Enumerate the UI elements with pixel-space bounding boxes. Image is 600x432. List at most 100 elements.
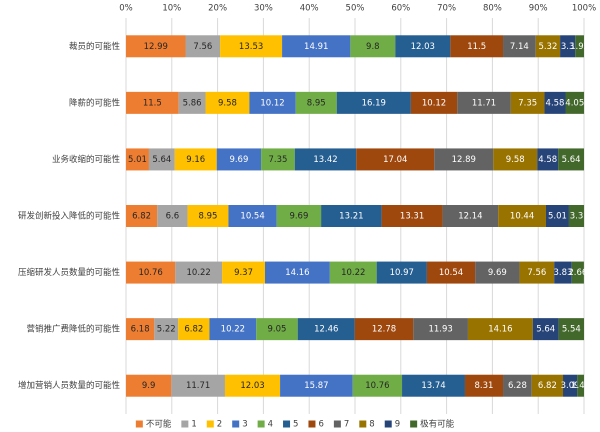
bar-segment	[503, 374, 532, 397]
legend-swatch	[283, 420, 291, 428]
data-label: 12.14	[458, 212, 482, 222]
bar-segment	[154, 318, 179, 341]
data-label: 10.54	[439, 268, 463, 278]
bar-segment	[265, 261, 330, 284]
data-label: 10.22	[187, 268, 211, 278]
data-label: 9.16	[186, 155, 205, 165]
data-label: 9.69	[289, 212, 308, 222]
bar-segment	[565, 91, 585, 114]
bar-segment	[256, 318, 298, 341]
data-label: 4.58	[538, 155, 557, 165]
bar-segment	[171, 374, 225, 397]
bar-segment	[216, 148, 262, 171]
bar-segment	[126, 318, 155, 341]
data-label: 14.91	[304, 42, 328, 52]
data-label: 7.56	[193, 42, 212, 52]
data-label: 11.71	[472, 98, 496, 108]
data-label: 1.49	[571, 381, 590, 391]
legend-label: 4	[268, 420, 273, 430]
y-tick-label: 增加营销人员数量的可能性	[18, 380, 121, 391]
legend-swatch	[206, 420, 214, 428]
legend-label: 9	[395, 420, 400, 430]
legend-swatch	[257, 420, 265, 428]
bar-segment	[282, 35, 351, 58]
data-label: 9.8	[366, 42, 380, 52]
data-label: 10.97	[390, 268, 414, 278]
x-tick-label: 100%	[572, 4, 596, 14]
data-label: 3.09	[561, 381, 580, 391]
data-label: 10.22	[221, 325, 245, 335]
data-label: 6.82	[132, 212, 151, 222]
legend-label: 6	[318, 420, 323, 430]
legend-label: 5	[293, 420, 298, 430]
bar-segment	[413, 318, 468, 341]
bar-segment	[126, 374, 172, 397]
bar-segment	[537, 148, 559, 171]
data-label: 10.76	[365, 381, 389, 391]
data-label: 7.56	[527, 268, 546, 278]
bar-segment	[535, 35, 561, 58]
data-label: 1.92	[570, 42, 589, 52]
x-tick-label: 80%	[483, 4, 502, 14]
data-label: 4.58	[546, 98, 565, 108]
bar-segment	[568, 205, 585, 227]
data-label: 13.31	[400, 212, 424, 222]
data-label: 3.3	[561, 42, 575, 52]
y-tick-label: 裁员的可能性	[69, 41, 121, 52]
data-label: 2.66	[568, 268, 587, 278]
bar-segment	[220, 35, 283, 58]
bar-segment	[442, 205, 499, 227]
data-label: 9.05	[268, 325, 287, 335]
data-label: 9.58	[218, 98, 237, 108]
bar-segment	[545, 205, 569, 227]
legend-swatch	[333, 420, 341, 428]
data-label: 8.31	[475, 381, 494, 391]
bar-segment	[558, 148, 584, 171]
legend-label: 7	[344, 420, 349, 430]
bar-segment	[503, 35, 536, 58]
data-label: 13.21	[339, 212, 363, 222]
bar-segment	[297, 318, 355, 341]
x-tick-label: 0%	[119, 4, 133, 14]
bar-segment	[178, 91, 206, 114]
y-tick-label: 业务收缩的可能性	[52, 154, 121, 165]
data-label: 6.6	[166, 212, 180, 222]
bar-segment	[174, 148, 217, 171]
legend-swatch	[384, 420, 392, 428]
data-label: 7.14	[510, 42, 529, 52]
legend-swatch	[308, 420, 316, 428]
bar-segment	[187, 205, 229, 227]
bar-segment	[434, 148, 494, 171]
bar-segment	[519, 261, 555, 284]
data-label: 5.32	[538, 42, 557, 52]
bar-segment	[222, 261, 266, 284]
data-label: 12.03	[240, 381, 264, 391]
data-label: 17.04	[383, 155, 407, 165]
data-label: 12.99	[144, 42, 168, 52]
data-label: 5.01	[128, 155, 147, 165]
bar-segment	[126, 205, 158, 227]
data-label: 11.5	[143, 98, 162, 108]
data-label: 5.22	[157, 325, 176, 335]
bar-segment	[350, 35, 396, 58]
bar-segment	[467, 318, 533, 341]
legend-label: 1	[191, 420, 196, 430]
bar-segment	[228, 205, 277, 227]
bar-segment	[544, 91, 566, 114]
data-label: 5.64	[536, 325, 555, 335]
data-label: 5.54	[562, 325, 581, 335]
bar-segment	[554, 261, 572, 284]
data-label: 12.78	[372, 325, 396, 335]
data-label: 12.46	[314, 325, 338, 335]
bar-segment	[321, 205, 382, 227]
data-label: 5.64	[152, 155, 171, 165]
bar-segment	[175, 261, 223, 284]
data-label: 3.83	[553, 268, 572, 278]
data-label: 5.01	[548, 212, 567, 222]
data-label: 6.18	[131, 325, 150, 335]
data-label: 5.86	[183, 98, 202, 108]
data-label: 6.28	[508, 381, 527, 391]
bar-segment	[410, 91, 458, 114]
